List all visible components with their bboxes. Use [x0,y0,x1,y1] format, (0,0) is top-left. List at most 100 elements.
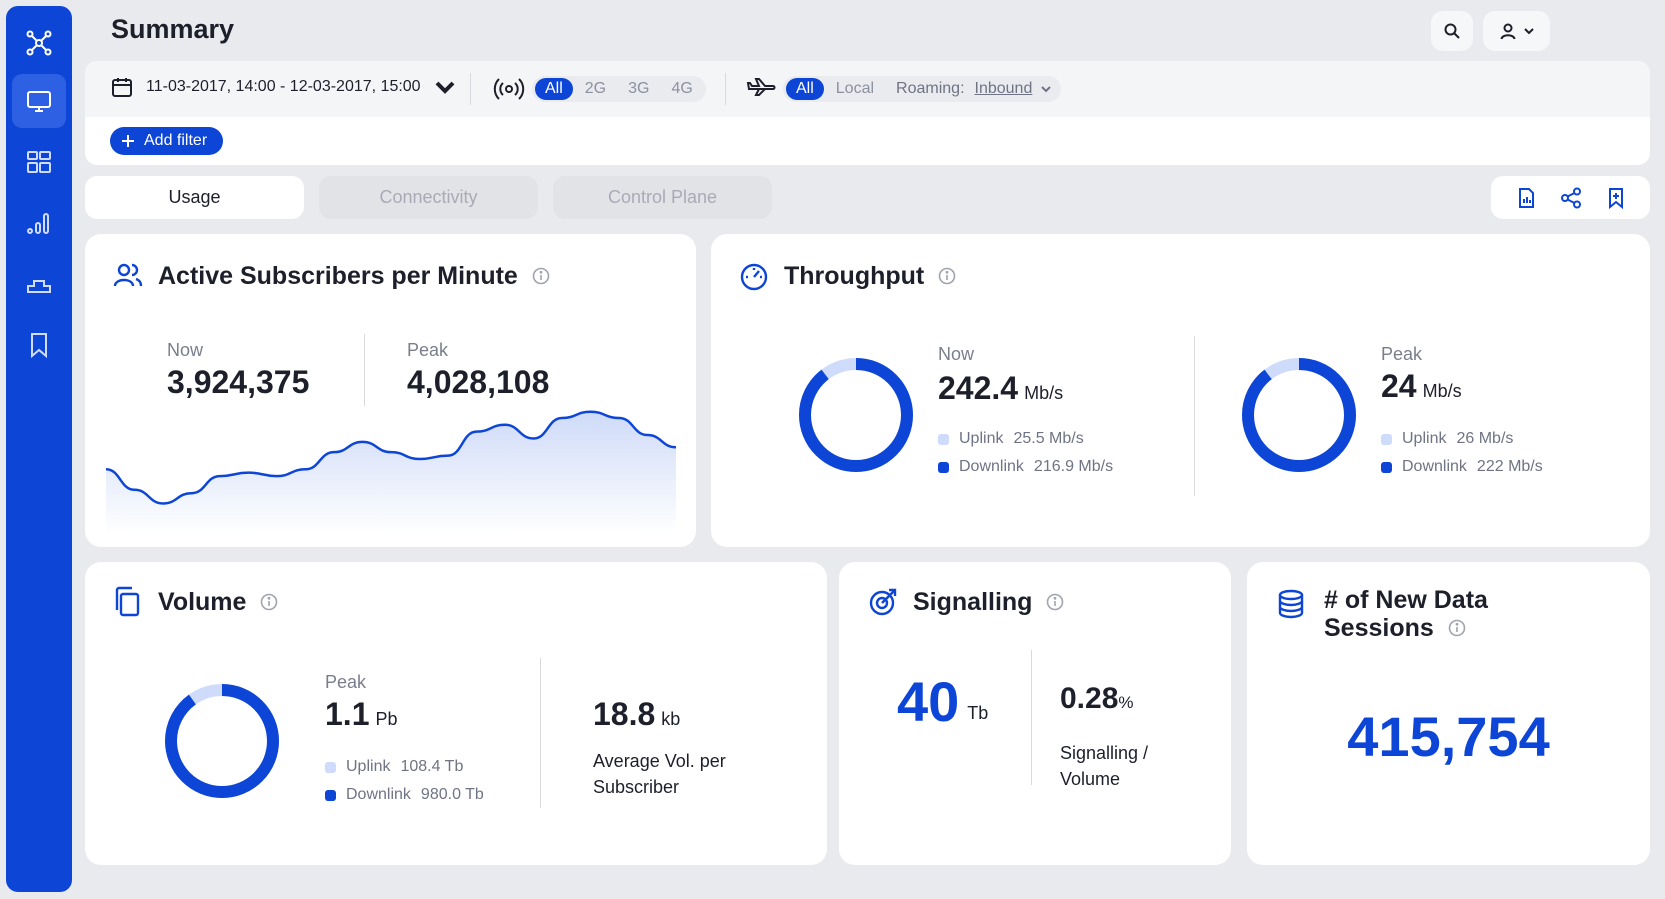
now-value: 242.4 Mb/s [938,370,1063,407]
peak-value: 24 Mb/s [1381,368,1462,405]
network-option-3g[interactable]: 3G [628,80,650,97]
date-range-picker[interactable]: 11-03-2017, 14:00 - 12-03-2017, 15:00 [110,75,457,99]
legend-swatch-downlink [325,789,336,801]
add-filter-button[interactable]: Add filter [110,127,224,155]
share-icon[interactable] [1560,187,1582,209]
subscribers-chart [106,410,676,534]
legend-downlink: Downlink 222 Mb/s [1381,458,1543,476]
info-icon[interactable] [1046,593,1064,611]
card-title-text: Signalling [913,587,1033,616]
average-volume-number: 18.8 [593,696,656,732]
info-icon[interactable] [938,267,956,285]
action-bar [1491,176,1650,219]
peak-label: Peak [1381,344,1423,364]
sidebar-item-network[interactable] [12,257,66,311]
donut-downlink-arc [799,358,913,472]
legend-downlink-value: 216.9 Mb/s [1033,458,1114,475]
logo-icon[interactable] [12,16,66,70]
divider [1031,650,1032,785]
legend-downlink: Downlink 980.0 Tb [325,786,484,804]
ratio-label-line2: Volume [1060,769,1121,789]
network-option-all[interactable]: All [535,78,573,100]
report-icon[interactable] [1515,187,1537,209]
volume-card: Volume Peak 1.1 Pb Uplink 108.4 Tb Downli… [85,562,827,865]
chart-line [106,410,676,505]
legend-downlink-label: Downlink [959,458,1024,475]
legend-uplink: Uplink 108.4 Tb [325,758,463,776]
peak-value-number: 24 [1381,368,1417,404]
divider [470,73,471,105]
user-menu-button[interactable] [1483,11,1550,51]
scope-option-all[interactable]: All [786,78,824,100]
divider [540,658,541,808]
card-title-text: Volume [158,587,247,616]
average-volume-unit: kb [661,709,681,729]
divider [1194,336,1195,496]
roaming-label: Roaming: [896,80,965,97]
tab-connectivity[interactable]: Connectivity [319,176,538,219]
ratio-label-line1: Signalling / [1060,743,1149,763]
network-option-4g[interactable]: 4G [671,80,693,97]
average-volume-label-line1: Average Vol. per [593,751,726,771]
info-icon[interactable] [1448,619,1466,637]
now-value-unit: Mb/s [1024,383,1064,403]
roaming-selector: All Local Roaming: Inbound [783,76,1062,102]
peak-label: Peak [325,672,367,692]
average-volume-label: Average Vol. per Subscriber [593,748,726,800]
tab-usage[interactable]: Usage [85,176,304,219]
network-option-2g[interactable]: 2G [584,80,607,97]
legend-downlink-value: 222 Mb/s [1476,458,1543,475]
scope-option-local[interactable]: Local [835,80,875,97]
users-icon [113,263,143,287]
peak-value-unit: Mb/s [1422,381,1462,401]
peak-label: Peak [407,340,449,360]
chevron-down-icon [1041,86,1052,93]
sidebar-item-monitor[interactable] [12,74,66,128]
speedometer-icon [740,263,768,291]
roaming-dropdown[interactable]: Inbound [974,80,1033,97]
info-icon[interactable] [260,593,278,611]
ratio-unit: % [1118,693,1134,712]
now-value-number: 242.4 [938,370,1019,406]
volume-donut [165,684,279,798]
legend-swatch-downlink [1381,461,1392,473]
legend-downlink: Downlink 216.9 Mb/s [938,458,1113,476]
legend-downlink-label: Downlink [1402,458,1467,475]
tab-control-plane[interactable]: Control Plane [553,176,772,219]
peak-value: 4,028,108 [407,364,550,400]
card-title: # of New Data Sessions [1324,586,1488,642]
legend-swatch-uplink [325,761,336,773]
signalling-value: 40 Tb [897,674,988,730]
bookmark-add-icon[interactable] [1605,187,1627,209]
legend-swatch-downlink [938,461,949,473]
legend-uplink-label: Uplink [959,430,1004,447]
card-title: Volume [112,586,278,618]
peak-value-number: 1.1 [325,696,370,732]
signalling-card: Signalling 40 Tb 0.28% Signalling / Volu… [839,562,1231,865]
divider [725,73,726,105]
card-title-text: Throughput [784,261,925,290]
donut-downlink-arc [1242,358,1356,472]
date-range-value: 11-03-2017, 14:00 - 12-03-2017, 15:00 [146,78,421,95]
signalling-unit: Tb [967,703,989,723]
card-title-line2: Sessions [1324,614,1434,642]
filter-panel: 11-03-2017, 14:00 - 12-03-2017, 15:00 Al… [85,61,1650,165]
active-subscribers-card: Active Subscribers per Minute Now 3,924,… [85,234,696,547]
ratio-value: 0.28% [1060,682,1134,716]
plane-icon [746,78,776,96]
sidebar-item-dashboards[interactable] [12,135,66,189]
filter-row: 11-03-2017, 14:00 - 12-03-2017, 15:00 Al… [85,61,1650,117]
card-title-text: Active Subscribers per Minute [158,261,518,290]
search-button[interactable] [1431,11,1473,51]
ratio-label: Signalling / Volume [1060,740,1148,792]
legend-uplink-value: 25.5 Mb/s [1013,430,1084,447]
legend-uplink: Uplink 26 Mb/s [1381,430,1513,448]
card-title: Active Subscribers per Minute [112,260,550,292]
plus-icon [122,135,134,147]
average-volume-label-line2: Subscriber [593,777,680,797]
info-icon[interactable] [532,267,550,285]
card-title: Signalling [867,586,1064,618]
sidebar-item-analytics[interactable] [12,196,66,250]
sidebar-item-bookmarks[interactable] [12,318,66,372]
legend-uplink-value: 108.4 Tb [400,758,464,775]
